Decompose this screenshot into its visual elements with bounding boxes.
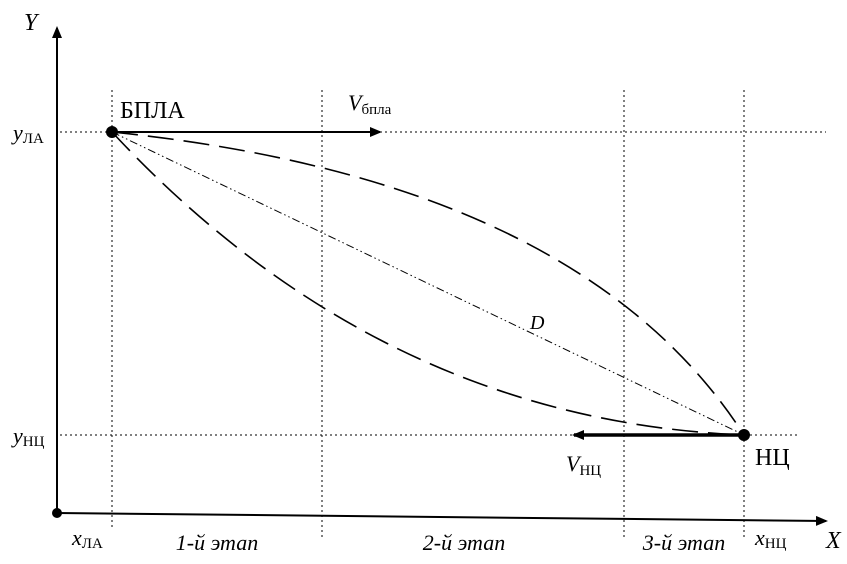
target-velocity-label: VНЦ xyxy=(566,451,601,479)
uav-velocity-label: Vбпла xyxy=(348,90,392,118)
stage-1-label: 1-й этап xyxy=(176,530,258,555)
y-target-label: yНЦ xyxy=(11,423,45,450)
target-point xyxy=(738,429,750,441)
lower-trajectory xyxy=(111,131,745,436)
y-axis-label: Y xyxy=(24,10,40,36)
x-axis-label: X xyxy=(825,528,842,554)
x-uav-label: xЛА xyxy=(71,525,103,552)
y-uav-label: yЛА xyxy=(11,120,44,147)
target-label: НЦ xyxy=(755,445,790,471)
stage-3-label: 3-й этап xyxy=(642,530,725,555)
x-target-label: xНЦ xyxy=(754,525,787,552)
line-of-sight xyxy=(111,131,745,436)
uav-label: БПЛА xyxy=(120,98,185,124)
upper-trajectory xyxy=(111,131,745,436)
origin-point xyxy=(52,508,62,518)
uav-point xyxy=(106,126,118,138)
x-axis xyxy=(56,512,828,526)
stage-2-label: 2-й этап xyxy=(423,530,505,555)
distance-label: D xyxy=(529,312,545,334)
